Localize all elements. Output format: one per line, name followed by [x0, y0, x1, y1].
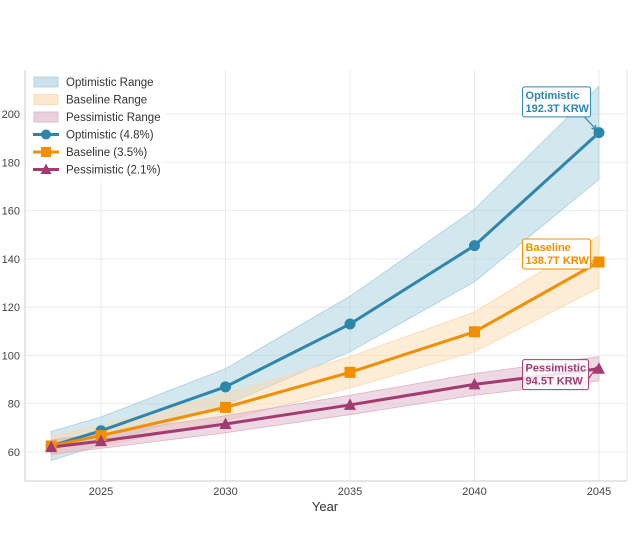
- pessimistic-point: [95, 434, 107, 447]
- x-tick-label: 2030: [213, 486, 237, 498]
- axes: [24, 70, 628, 482]
- legend-label: Pessimistic Range: [66, 112, 161, 124]
- pessimistic-point: [344, 398, 356, 410]
- optimistic-range-legend-swatch: [33, 76, 59, 88]
- x-tick-labels: 2025 2030 2035 2040 2045: [89, 486, 611, 498]
- pessimistic-legend-marker: [40, 163, 52, 174]
- annotation-arrowhead: [590, 259, 599, 266]
- x-axis-label: Year: [312, 499, 339, 514]
- baseline-point: [344, 366, 356, 378]
- pessimistic-point: [45, 440, 58, 453]
- x-tick-label: 2045: [587, 486, 611, 498]
- annotation-value: 138.7T KRW: [526, 255, 590, 267]
- pessimistic-line: [51, 367, 600, 449]
- legend-label: Pessimistic (2.1%): [66, 165, 161, 177]
- pessimistic-range-legend-swatch: [33, 111, 59, 123]
- annotation-arrowhead: [591, 124, 599, 132]
- legend: Optimistic Range Baseline Range Pessimisti…: [26, 71, 166, 183]
- y-tick-label: 200: [2, 109, 20, 121]
- annotation-box: [522, 359, 590, 391]
- series-lines: [50, 131, 601, 449]
- annotation-label: Optimistic: [526, 90, 580, 102]
- y-tick-label: 100: [2, 350, 20, 362]
- legend-box: [26, 71, 166, 183]
- y-tick-label: 120: [2, 302, 20, 314]
- optimistic-legend-marker: [41, 129, 51, 140]
- annotation-arrowhead: [591, 365, 598, 373]
- optimistic-point: [469, 240, 480, 252]
- y-tick-label: 180: [2, 157, 20, 169]
- series-markers: [45, 127, 605, 453]
- legend-label: Optimistic (4.8%): [66, 130, 154, 142]
- annotation-label: Pessimistic: [526, 363, 587, 375]
- annotation-value: 94.5T KRW: [526, 376, 584, 388]
- annotation-label: Baseline: [526, 242, 571, 254]
- y-tick-label: 160: [2, 206, 20, 218]
- baseline-legend-marker: [41, 147, 51, 157]
- y-tick-label: 80: [8, 399, 20, 411]
- legend-label: Baseline Range: [66, 95, 147, 107]
- pessimistic-point: [468, 377, 481, 390]
- y-tick-label: 60: [8, 447, 20, 459]
- optimistic-line: [50, 131, 601, 448]
- baseline-point: [593, 256, 605, 268]
- annotation-box: [522, 86, 592, 118]
- baseline-line: [50, 260, 600, 448]
- baseline-range-legend-swatch: [33, 94, 59, 105]
- x-tick-label: 2040: [462, 486, 486, 498]
- x-tick-label: 2035: [338, 486, 362, 498]
- annotation-arrow: [583, 115, 598, 131]
- baseline-point: [220, 401, 231, 413]
- y-tick-labels: 60 80 100 120 140 160 180 200: [2, 109, 20, 459]
- legend-label: Optimistic Range: [66, 77, 154, 89]
- annotation-box: [522, 238, 592, 270]
- x-tick-label: 2025: [89, 486, 113, 498]
- pessimistic-point: [219, 417, 232, 429]
- optimistic-point: [220, 381, 231, 393]
- y-tick-label: 140: [2, 254, 20, 266]
- baseline-point: [469, 326, 480, 338]
- optimistic-point: [344, 318, 356, 330]
- annotation-value: 192.3T KRW: [526, 103, 590, 115]
- legend-label: Baseline (3.5%): [66, 147, 147, 159]
